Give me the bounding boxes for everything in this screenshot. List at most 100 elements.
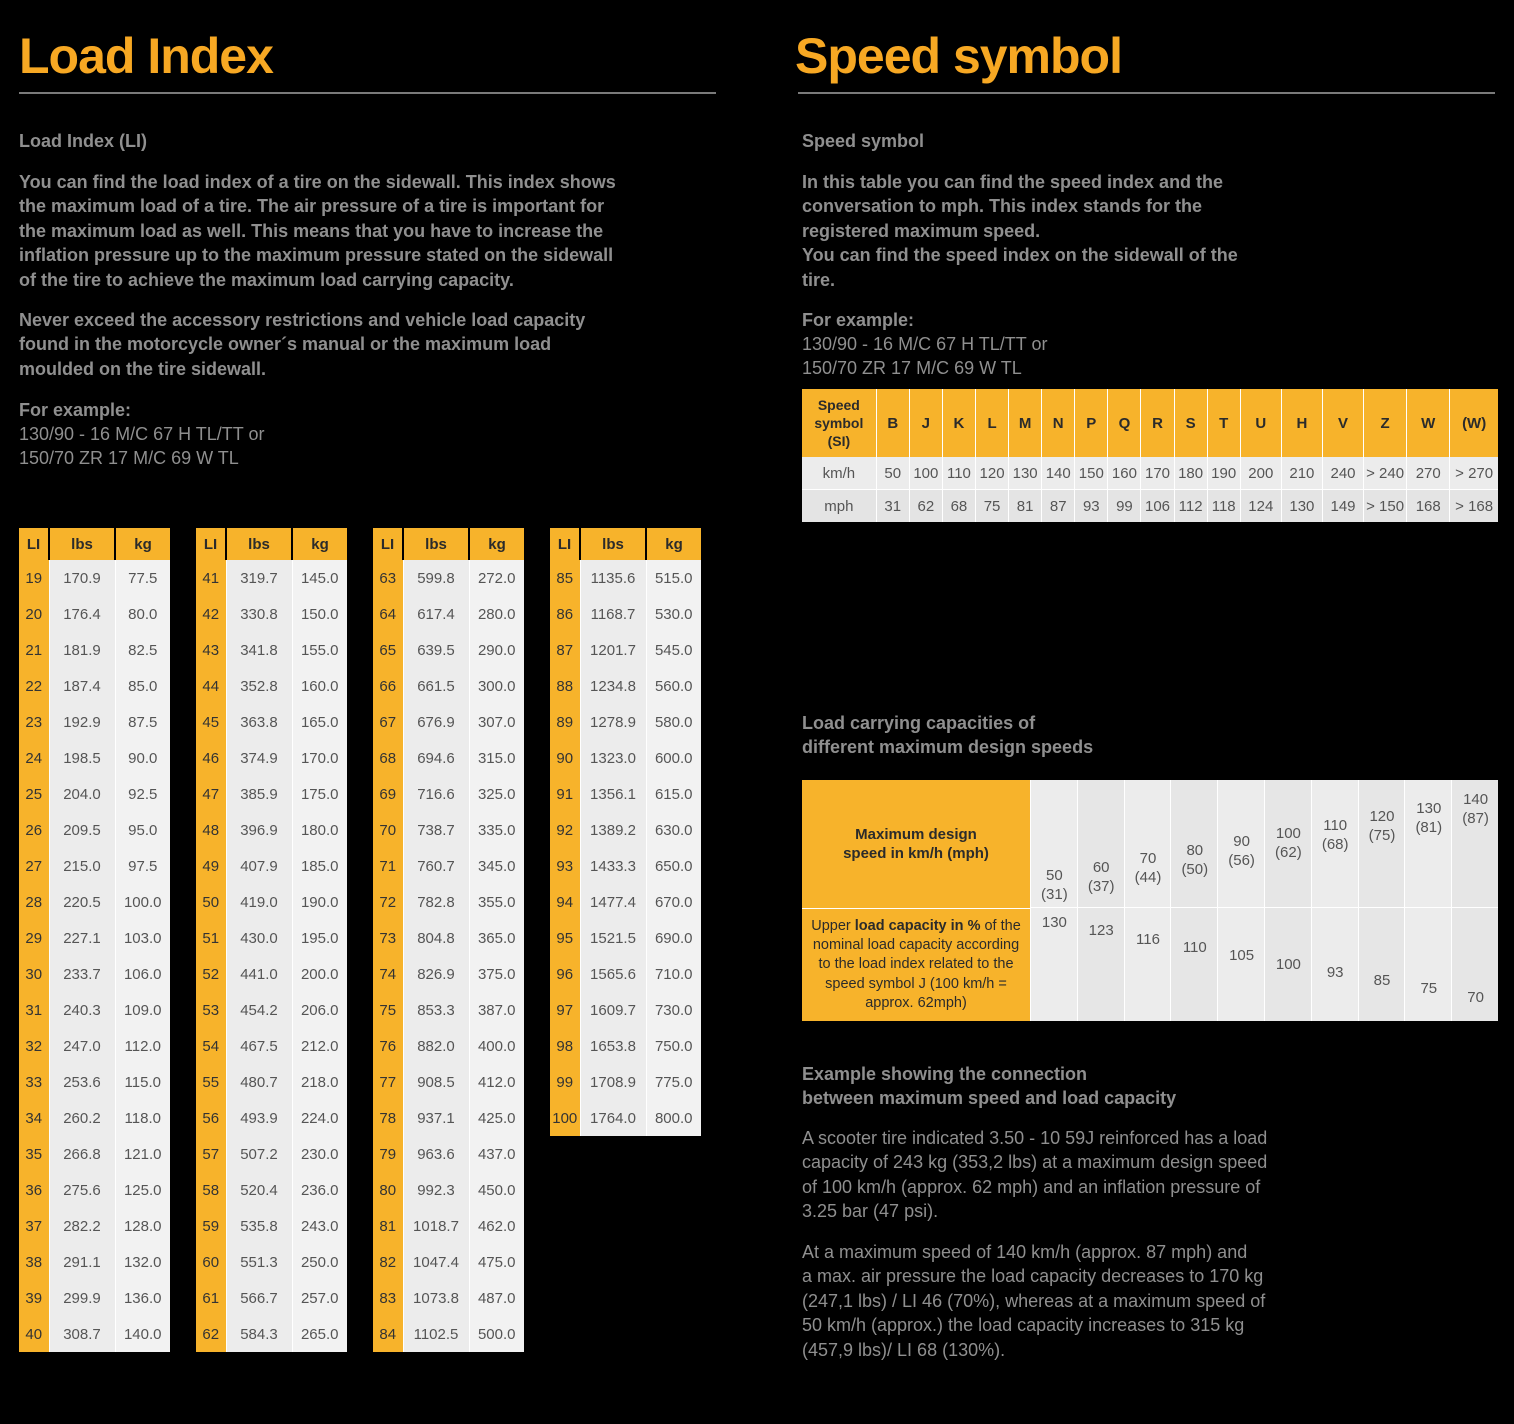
design-speed-label: 70 (44) <box>1125 849 1172 887</box>
kg-cell: 170.0 <box>292 740 347 776</box>
design-speed-label: 140 (87) <box>1452 790 1499 828</box>
load-capacity-percent: 100 <box>1275 955 1301 973</box>
li-cell: 38 <box>19 1244 49 1280</box>
kg-cell: 375.0 <box>469 956 524 992</box>
speed-value-cell: 168 <box>1406 489 1450 522</box>
capacity-column: 120 (75) 85 <box>1357 780 1405 1021</box>
table-row: 51 430.0 195.0 <box>196 920 347 956</box>
design-speed-label: 50 (31) <box>1031 866 1078 904</box>
load-index-heading: Load Index <box>19 28 274 84</box>
kg-cell: 80.0 <box>115 596 170 632</box>
li-cell: 65 <box>373 632 403 668</box>
lbs-cell: 374.9 <box>225 740 293 776</box>
lbs-cell: 170.9 <box>48 560 116 596</box>
li-cell: 92 <box>550 812 580 848</box>
li-cell: 39 <box>19 1280 49 1316</box>
li-cell: 81 <box>373 1208 403 1244</box>
kg-cell: 230.0 <box>292 1136 347 1172</box>
speed-value-cell: > 168 <box>1449 489 1498 522</box>
kg-cell: 212.0 <box>292 1028 347 1064</box>
column-header: kg <box>469 528 524 560</box>
kg-cell: 530.0 <box>646 596 701 632</box>
kg-cell: 325.0 <box>469 776 524 812</box>
li-cell: 66 <box>373 668 403 704</box>
load-index-table: LI lbs kg 19 170.9 77.5 20 176.4 80.0 21 181.9 82.5… <box>19 528 170 1352</box>
capacity-column: 140 (87) 70 <box>1451 780 1498 1021</box>
lbs-cell: 566.7 <box>225 1280 293 1316</box>
lbs-cell: 454.2 <box>225 992 293 1028</box>
kg-cell: 670.0 <box>646 884 701 920</box>
speed-mph: (37) <box>1087 877 1115 895</box>
kg-cell: 165.0 <box>292 704 347 740</box>
lbs-cell: 639.5 <box>402 632 470 668</box>
speed-kmh: 70 <box>1139 850 1157 868</box>
kg-cell: 136.0 <box>115 1280 170 1316</box>
li-cell: 75 <box>373 992 403 1028</box>
load-capacity-table: Maximum design speed in km/h (mph) Upper… <box>802 780 1498 1021</box>
li-cell: 91 <box>550 776 580 812</box>
speed-symbol-header: W <box>1406 389 1450 457</box>
table-row: 30 233.7 106.0 <box>19 956 170 992</box>
speed-mph: (56) <box>1228 852 1255 870</box>
table-row: 95 1521.5 690.0 <box>550 920 701 956</box>
li-cell: 57 <box>196 1136 226 1172</box>
table-row: 64 617.4 280.0 <box>373 596 524 632</box>
lbs-cell: 341.8 <box>225 632 293 668</box>
speed-mph: (31) <box>1041 886 1068 903</box>
lbs-cell: 181.9 <box>48 632 116 668</box>
lbs-cell: 738.7 <box>402 812 470 848</box>
table-row: 68 694.6 315.0 <box>373 740 524 776</box>
li-cell: 55 <box>196 1064 226 1100</box>
kg-cell: 750.0 <box>646 1028 701 1064</box>
li-cell: 88 <box>550 668 580 704</box>
capacity-column: 70 (44) 116 <box>1123 780 1172 1021</box>
example-connection-para2: At a maximum speed of 140 km/h (approx. … <box>802 1242 1266 1360</box>
lbs-cell: 1234.8 <box>579 668 647 704</box>
speed-symbol-header: U <box>1239 389 1282 457</box>
li-cell: 77 <box>373 1064 403 1100</box>
table-row: 97 1609.7 730.0 <box>550 992 701 1028</box>
speed-value-cell: 62 <box>908 489 943 522</box>
heading-divider <box>798 92 1495 94</box>
li-cell: 44 <box>196 668 226 704</box>
table-row: 19 170.9 77.5 <box>19 560 170 596</box>
capacity-header-label: Maximum design speed in km/h (mph) <box>802 780 1030 908</box>
li-cell: 64 <box>373 596 403 632</box>
speed-kmh: 50 <box>1046 867 1063 884</box>
speed-symbol-header: S <box>1173 389 1208 457</box>
kg-cell: 800.0 <box>646 1100 701 1136</box>
kg-cell: 103.0 <box>115 920 170 956</box>
li-cell: 95 <box>550 920 580 956</box>
li-cell: 82 <box>373 1244 403 1280</box>
table-row: 53 454.2 206.0 <box>196 992 347 1028</box>
speed-value-cell: 120 <box>974 457 1009 490</box>
lbs-cell: 1521.5 <box>579 920 647 956</box>
speed-value-cell: 124 <box>1239 489 1282 522</box>
lbs-cell: 407.9 <box>225 848 293 884</box>
speed-value-cell: 106 <box>1140 489 1175 522</box>
li-cell: 96 <box>550 956 580 992</box>
li-cell: 48 <box>196 812 226 848</box>
table-row: 39 299.9 136.0 <box>19 1280 170 1316</box>
table-row: 58 520.4 236.0 <box>196 1172 347 1208</box>
table-row: 27 215.0 97.5 <box>19 848 170 884</box>
li-cell: 74 <box>373 956 403 992</box>
li-cell: 68 <box>373 740 403 776</box>
li-cell: 27 <box>19 848 49 884</box>
kg-cell: 475.0 <box>469 1244 524 1280</box>
load-index-warning: Never exceed the accessory restrictions … <box>19 310 586 379</box>
li-cell: 89 <box>550 704 580 740</box>
lbs-cell: 760.7 <box>402 848 470 884</box>
li-cell: 43 <box>196 632 226 668</box>
kg-cell: 560.0 <box>646 668 701 704</box>
li-cell: 49 <box>196 848 226 884</box>
lbs-cell: 908.5 <box>402 1064 470 1100</box>
li-cell: 87 <box>550 632 580 668</box>
speed-value-cell: 160 <box>1107 457 1141 490</box>
design-speed-label: 130 (81) <box>1405 799 1452 837</box>
table-row: 55 480.7 218.0 <box>196 1064 347 1100</box>
li-cell: 41 <box>196 560 226 596</box>
load-index-table: LI lbs kg 85 1135.6 515.0 86 1168.7 530.0 87 1201.… <box>550 528 701 1136</box>
lbs-cell: 291.1 <box>48 1244 116 1280</box>
kg-cell: 425.0 <box>469 1100 524 1136</box>
